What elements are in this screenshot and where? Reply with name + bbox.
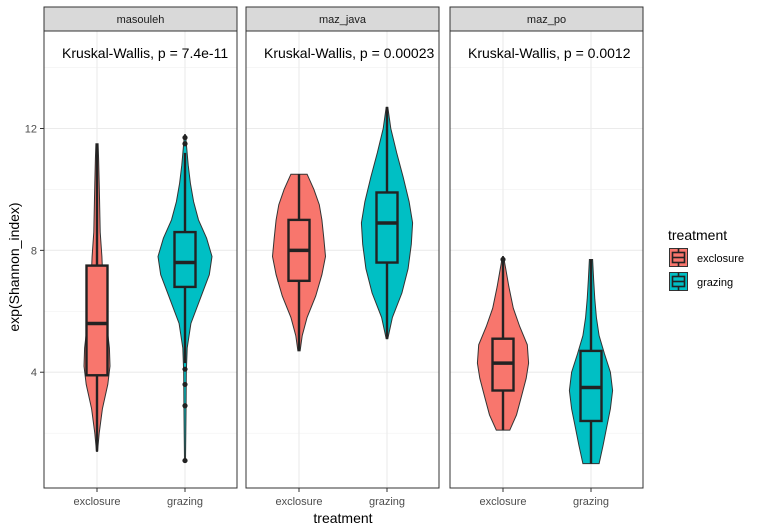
x-axis-title: treatment [313,510,372,526]
outlier-point [500,256,506,263]
x-tick-label: exclosure [275,496,322,508]
facet-panel-masouleh: masouleh Kruskal-Wallis, p = 7.4e-11 exclo… [43,6,238,508]
outlier-point [182,141,188,147]
box-iqr [85,264,109,377]
kruskal-wallis-annotation: Kruskal-Wallis, p = 7.4e-11 [62,45,228,61]
facet-panel-maz_po: maz_po Kruskal-Wallis, p = 0.0012 exclosur… [449,6,644,508]
legend-title: treatment [668,227,727,243]
legend: treatment exclosure grazing [668,227,744,292]
x-tick-label: exclosure [479,496,526,508]
legend-label: grazing [697,277,733,289]
panel-border [245,30,440,489]
x-tick-label: grazing [167,496,203,508]
y-tick-label: 4 [31,367,37,379]
violin-grazing [157,134,213,464]
facet-strip-label: maz_po [527,14,566,26]
legend-key-grazing: grazing [668,271,733,292]
facet-strip [449,6,644,32]
legend-label: exclosure [697,253,744,265]
outlier-point [182,381,188,388]
facet-strip-label: masouleh [117,14,165,26]
kruskal-wallis-annotation: Kruskal-Wallis, p = 0.00023 [264,45,434,61]
y-tick-label: 8 [31,245,37,257]
box-iqr [173,230,197,289]
panel-border [43,30,238,489]
kruskal-wallis-annotation: Kruskal-Wallis, p = 0.0012 [468,45,631,61]
facet-panels: masouleh Kruskal-Wallis, p = 7.4e-11 exclo… [43,6,644,508]
y-axis: 4 8 12 [25,123,44,379]
x-tick-label: exclosure [73,496,120,508]
outlier-point [182,457,188,464]
violin-exclosure [83,143,111,452]
outlier-point [182,366,188,372]
legend-key-exclosure: exclosure [668,247,744,268]
facet-strip-label: maz_java [319,14,367,26]
x-tick-label: grazing [573,496,609,508]
y-axis-title: exp(Shannon_index) [6,202,22,331]
facet-panel-maz_java: maz_java Kruskal-Wallis, p = 0.00023 exclo… [245,6,440,508]
violin-grazing [568,259,614,465]
panel-background [450,31,643,488]
outlier-point [182,135,188,141]
facet-strip [43,6,238,32]
box-iqr [375,191,399,264]
facet-strip [245,6,440,32]
outlier-point [182,403,188,409]
x-tick-label: grazing [369,496,405,508]
violin-exclosure [476,256,530,431]
y-tick-label: 12 [25,123,37,135]
violin-exclosure [271,173,327,352]
violin-grazing [360,106,414,340]
panel-border [449,30,644,489]
